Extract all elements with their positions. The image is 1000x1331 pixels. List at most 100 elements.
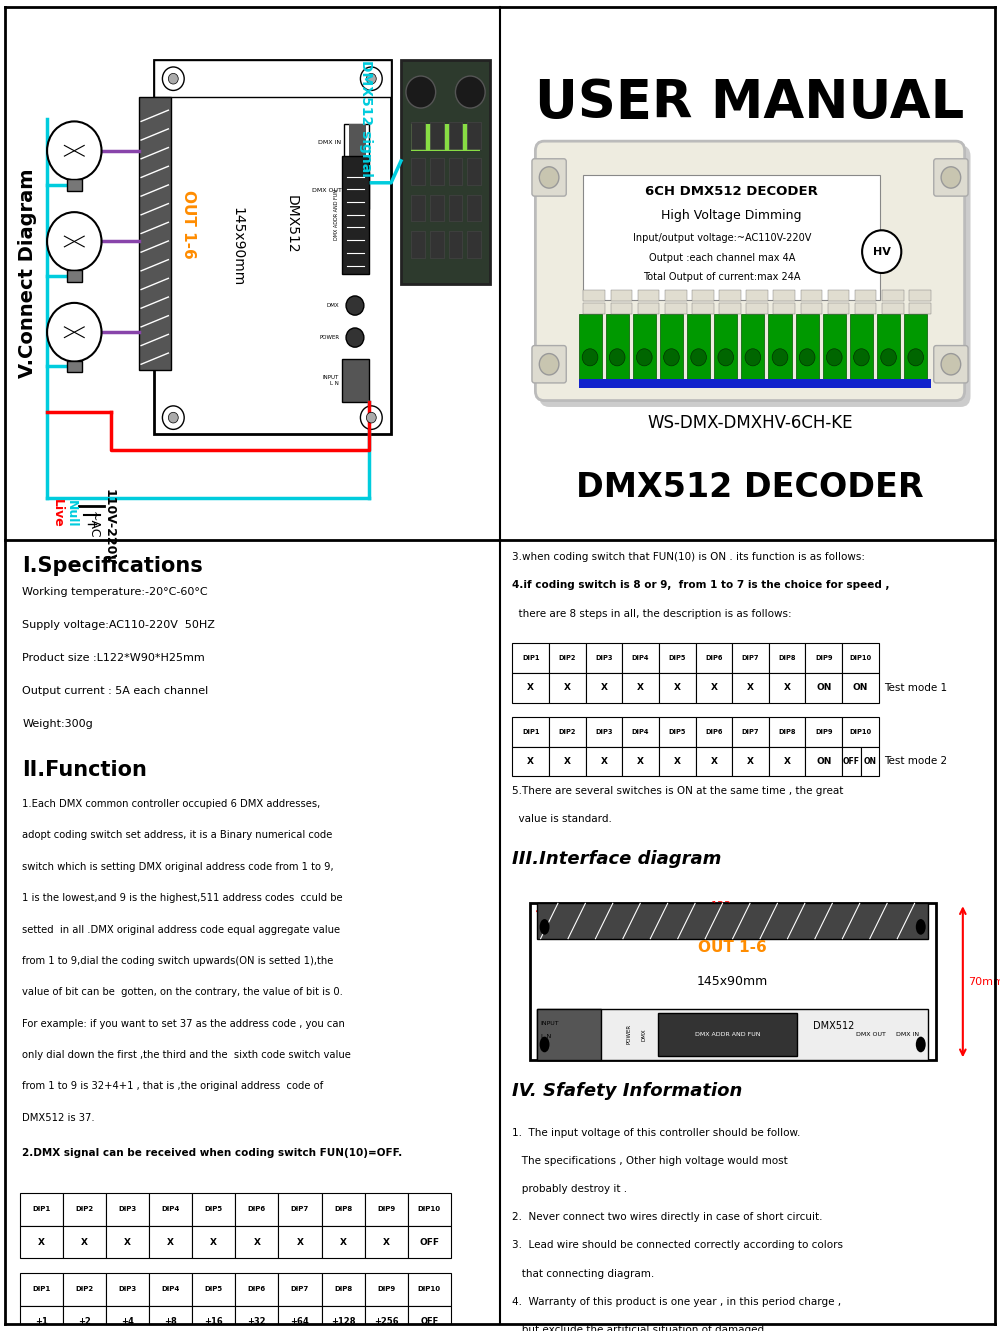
Bar bbox=[449, 194, 462, 221]
Text: OFF: OFF bbox=[420, 1318, 438, 1327]
Bar bbox=[278, 1193, 322, 1226]
Text: Total Output of current:max 24A: Total Output of current:max 24A bbox=[643, 272, 801, 282]
Bar bbox=[801, 290, 822, 301]
Bar bbox=[696, 747, 732, 776]
Text: 145x90mm: 145x90mm bbox=[231, 208, 245, 286]
Bar bbox=[638, 290, 659, 301]
Bar bbox=[659, 643, 696, 673]
Bar bbox=[549, 673, 586, 703]
Text: DIP3: DIP3 bbox=[118, 1206, 137, 1213]
Text: V.Connect Diagram: V.Connect Diagram bbox=[18, 169, 37, 378]
Text: DIP5: DIP5 bbox=[205, 1206, 223, 1213]
Text: DMX IN: DMX IN bbox=[896, 1032, 919, 1037]
Bar bbox=[238, 1328, 267, 1331]
Circle shape bbox=[540, 918, 550, 934]
Bar bbox=[805, 643, 842, 673]
Bar bbox=[578, 378, 931, 389]
Bar bbox=[512, 747, 549, 776]
Bar bbox=[192, 1193, 235, 1226]
Text: DMX: DMX bbox=[641, 1028, 646, 1041]
Text: that connecting diagram.: that connecting diagram. bbox=[512, 1268, 655, 1279]
Circle shape bbox=[745, 349, 761, 366]
Text: DMX512 signal: DMX512 signal bbox=[359, 60, 373, 177]
FancyBboxPatch shape bbox=[532, 346, 566, 383]
Bar bbox=[278, 1226, 322, 1259]
Bar bbox=[467, 194, 481, 221]
Bar bbox=[149, 1272, 192, 1306]
Bar bbox=[583, 303, 605, 314]
Text: 1.  The input voltage of this controller should be follow.: 1. The input voltage of this controller … bbox=[512, 1127, 801, 1138]
Circle shape bbox=[582, 349, 598, 366]
Circle shape bbox=[881, 349, 896, 366]
Bar bbox=[20, 1306, 63, 1331]
Text: DIP2: DIP2 bbox=[559, 655, 576, 662]
Bar bbox=[549, 643, 586, 673]
Bar bbox=[270, 1328, 299, 1331]
Text: DIP1: DIP1 bbox=[32, 1206, 50, 1213]
Bar bbox=[365, 1272, 408, 1306]
Text: Product size :L122*W90*H25mm: Product size :L122*W90*H25mm bbox=[22, 654, 205, 663]
Text: 110V-220V: 110V-220V bbox=[102, 488, 115, 566]
Text: X: X bbox=[383, 1238, 390, 1247]
Bar bbox=[344, 172, 369, 209]
Text: +256: +256 bbox=[374, 1318, 399, 1327]
Circle shape bbox=[47, 212, 102, 270]
Text: value of bit can be  gotten, on the contrary, the value of bit is 0.: value of bit can be gotten, on the contr… bbox=[22, 988, 343, 997]
Bar bbox=[174, 1328, 203, 1331]
Bar bbox=[823, 314, 846, 386]
Bar bbox=[192, 1306, 235, 1331]
Text: there are 8 steps in all, the description is as follows:: there are 8 steps in all, the descriptio… bbox=[512, 608, 792, 619]
Bar bbox=[408, 1306, 451, 1331]
Circle shape bbox=[47, 121, 102, 180]
Text: +128: +128 bbox=[331, 1318, 355, 1327]
Bar bbox=[512, 673, 549, 703]
Text: 1.Each DMX common controller occupied 6 DMX addresses,: 1.Each DMX common controller occupied 6 … bbox=[22, 799, 320, 809]
Bar bbox=[660, 314, 683, 386]
Text: X: X bbox=[637, 683, 644, 692]
Text: DIP6: DIP6 bbox=[705, 655, 723, 662]
Text: DIP8: DIP8 bbox=[778, 655, 796, 662]
Bar bbox=[769, 747, 805, 776]
Text: OFF: OFF bbox=[419, 1238, 439, 1247]
Text: +8: +8 bbox=[164, 1318, 177, 1327]
Bar bbox=[67, 270, 82, 282]
Bar bbox=[235, 1272, 278, 1306]
Bar bbox=[154, 60, 391, 434]
Circle shape bbox=[772, 349, 788, 366]
Bar bbox=[586, 643, 622, 673]
Text: Live: Live bbox=[50, 499, 63, 528]
Text: but exclude the artificial situation of damaged.: but exclude the artificial situation of … bbox=[512, 1326, 768, 1331]
Bar bbox=[106, 1226, 149, 1259]
Bar bbox=[278, 1272, 322, 1306]
Bar bbox=[512, 643, 549, 673]
Text: High Voltage Dimming: High Voltage Dimming bbox=[661, 209, 802, 222]
Circle shape bbox=[799, 349, 815, 366]
Text: DIP1: DIP1 bbox=[32, 1286, 50, 1292]
Bar bbox=[549, 747, 586, 776]
Text: POWER: POWER bbox=[626, 1025, 631, 1045]
Bar bbox=[622, 643, 659, 673]
Text: ON: ON bbox=[853, 683, 868, 692]
Bar bbox=[530, 904, 936, 1061]
Bar bbox=[408, 1226, 451, 1259]
Circle shape bbox=[540, 1037, 550, 1053]
Bar bbox=[449, 158, 462, 185]
Circle shape bbox=[916, 918, 926, 934]
Bar bbox=[20, 1272, 63, 1306]
Bar bbox=[633, 314, 656, 386]
Text: 6CH DMX512 DECODER: 6CH DMX512 DECODER bbox=[645, 185, 818, 198]
Text: DIP7: DIP7 bbox=[291, 1286, 309, 1292]
Bar bbox=[796, 314, 819, 386]
Text: X: X bbox=[124, 1238, 131, 1247]
Bar bbox=[746, 290, 768, 301]
Text: DIP5: DIP5 bbox=[669, 728, 686, 735]
Bar bbox=[769, 717, 805, 747]
Text: DIP6: DIP6 bbox=[705, 728, 723, 735]
Bar bbox=[638, 303, 659, 314]
Text: DIP2: DIP2 bbox=[75, 1206, 93, 1213]
FancyBboxPatch shape bbox=[532, 158, 566, 196]
Text: only dial down the first ,the third and the  sixth code switch value: only dial down the first ,the third and … bbox=[22, 1050, 351, 1059]
Bar bbox=[411, 124, 480, 150]
Bar bbox=[63, 1226, 106, 1259]
Bar bbox=[773, 290, 795, 301]
